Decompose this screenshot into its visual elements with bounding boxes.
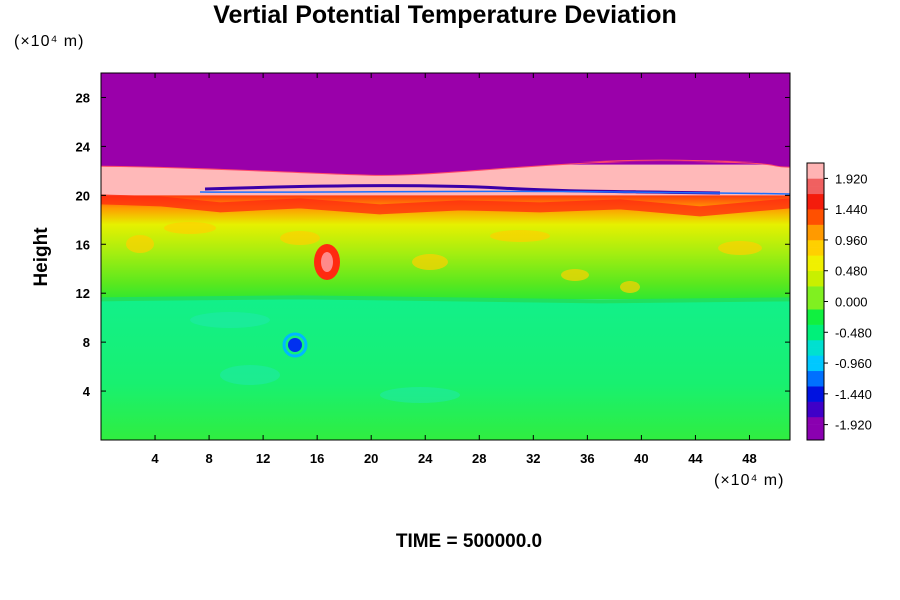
colorbar-level xyxy=(807,247,824,256)
colorbar-level xyxy=(807,209,824,218)
band-streak xyxy=(199,190,791,195)
warm-patch xyxy=(164,222,216,234)
colorbar-level xyxy=(807,309,824,318)
y-axis: 4 8 12 16 20 24 28 xyxy=(76,90,790,399)
x-tick-label: 20 xyxy=(364,451,378,466)
region-upper-layer xyxy=(101,73,790,165)
colorbar-level xyxy=(807,232,824,241)
warm-patch xyxy=(718,241,762,255)
colorbar-level xyxy=(807,324,824,333)
x-tick-label: 16 xyxy=(310,451,324,466)
colorbar-level xyxy=(807,416,824,425)
colorbar-level xyxy=(807,332,824,341)
x-axis-unit: (×10⁴ m) xyxy=(714,472,785,489)
x-tick-label: 40 xyxy=(634,451,648,466)
colorbar-level xyxy=(807,339,824,348)
x-axis: 4 8 12 16 20 24 28 32 36 40 44 48 xyxy=(151,73,757,466)
cool-patch xyxy=(220,365,280,385)
x-tick-label: 36 xyxy=(580,451,594,466)
colorbar-level xyxy=(807,316,824,325)
colorbar-level xyxy=(807,347,824,356)
cool-patch xyxy=(380,387,460,403)
colorbar-level xyxy=(807,378,824,387)
x-tick-label: 12 xyxy=(256,451,270,466)
colorbar-level xyxy=(807,193,824,202)
y-tick-label: 24 xyxy=(76,139,91,154)
colorbar-tick-label: -1.440 xyxy=(835,387,872,402)
x-tick-label: 32 xyxy=(526,451,540,466)
plot-frame xyxy=(100,72,791,441)
warm-patch xyxy=(412,254,448,270)
x-tick-label: 24 xyxy=(418,451,433,466)
colorbar-level xyxy=(807,401,824,410)
colorbar: 1.920 1.440 0.960 0.480 0.000 -0.480 -0.960 -1.… xyxy=(806,162,872,441)
colorbar-level xyxy=(807,201,824,210)
colorbar-tick-label: 1.440 xyxy=(835,202,868,217)
colorbar-level xyxy=(807,216,824,225)
cool-patch xyxy=(190,312,270,328)
colorbar-level xyxy=(807,293,824,302)
colorbar-level xyxy=(807,186,824,195)
colorbar-level xyxy=(807,393,824,402)
colorbar-level xyxy=(807,355,824,364)
colorbar-tick-label: 1.920 xyxy=(835,171,868,186)
heatmap-field xyxy=(101,73,790,440)
cold-blob xyxy=(288,338,302,352)
colorbar-level xyxy=(807,270,824,279)
y-axis-unit: (×10⁴ m) xyxy=(14,33,85,50)
colorbar-tick-label: -0.480 xyxy=(835,325,872,340)
colorbar-level xyxy=(807,163,824,171)
warm-patch xyxy=(280,231,320,245)
colorbar-level xyxy=(807,286,824,295)
layer-transition xyxy=(100,295,791,304)
warm-patch xyxy=(620,281,640,293)
anomaly-features xyxy=(100,159,791,403)
colorbar-tick-label: 0.480 xyxy=(835,264,868,279)
warm-patch xyxy=(561,269,589,281)
colorbar-level xyxy=(807,432,824,441)
colorbar-tick-label: 0.000 xyxy=(835,295,868,310)
y-tick-label: 16 xyxy=(76,237,90,252)
x-tick-label: 48 xyxy=(742,451,756,466)
colorbar-level xyxy=(807,239,824,248)
colorbar-tick-label: -1.920 xyxy=(835,418,872,433)
colorbar-level xyxy=(807,386,824,395)
colorbar-level xyxy=(807,424,824,433)
x-tick-label: 4 xyxy=(151,451,159,466)
colorbar-level xyxy=(807,263,824,272)
chart-title: Vertial Potential Temperature Deviation xyxy=(213,1,677,29)
colorbar-level xyxy=(807,224,824,233)
colorbar-level xyxy=(807,255,824,264)
colorbar-level xyxy=(807,301,824,310)
y-tick-label: 20 xyxy=(76,188,90,203)
cold-blob-ring xyxy=(282,332,308,358)
colorbar-level xyxy=(807,170,824,179)
y-tick-label: 12 xyxy=(76,286,90,301)
colorbar-level xyxy=(807,278,824,287)
warm-edge xyxy=(100,194,791,217)
y-tick-label: 28 xyxy=(76,90,90,105)
colorbar-tick-label: 0.960 xyxy=(835,233,868,248)
colorbar-level xyxy=(807,363,824,372)
warm-patch xyxy=(490,230,550,242)
y-tick-label: 4 xyxy=(83,384,91,399)
time-label: TIME = 500000.0 xyxy=(395,531,543,552)
warm-plume-core xyxy=(321,252,333,272)
x-tick-label: 44 xyxy=(688,451,703,466)
warm-patch xyxy=(126,235,154,253)
band-top-cover xyxy=(101,160,790,175)
colorbar-level xyxy=(807,370,824,379)
y-tick-label: 8 xyxy=(83,335,90,350)
x-tick-label: 28 xyxy=(472,451,486,466)
x-tick-label: 8 xyxy=(205,451,212,466)
colorbar-level xyxy=(807,409,824,418)
colorbar-level xyxy=(807,178,824,187)
colorbar-tick-label: -0.960 xyxy=(835,356,872,371)
